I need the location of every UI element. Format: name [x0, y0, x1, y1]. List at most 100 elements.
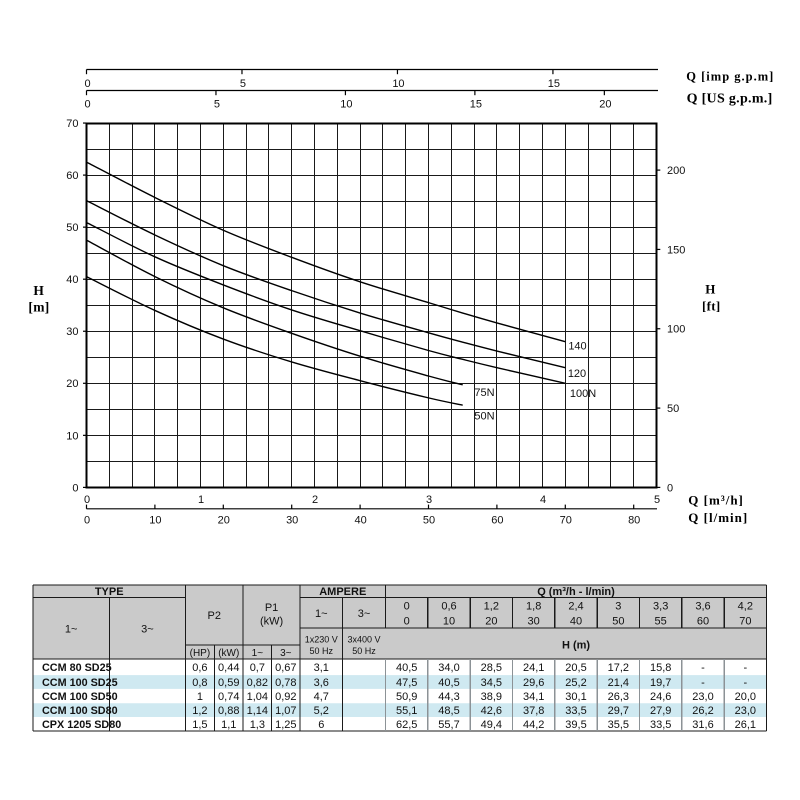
svg-text:100: 100 [667, 324, 685, 336]
svg-text:-: - [743, 677, 747, 689]
svg-text:23,0: 23,0 [735, 705, 756, 717]
svg-text:6: 6 [318, 719, 324, 731]
svg-text:70: 70 [739, 615, 751, 627]
svg-text:3,6: 3,6 [695, 601, 710, 613]
svg-text:40: 40 [66, 274, 78, 286]
svg-text:0,78: 0,78 [275, 677, 296, 689]
svg-text:15: 15 [548, 78, 560, 90]
svg-text:1,2: 1,2 [192, 705, 207, 717]
svg-text:4,2: 4,2 [738, 601, 753, 613]
svg-text:10: 10 [392, 78, 404, 90]
svg-text:AMPERE: AMPERE [319, 586, 366, 598]
svg-text:60: 60 [491, 515, 503, 527]
svg-text:55,7: 55,7 [438, 719, 459, 731]
svg-text:4,7: 4,7 [314, 691, 329, 703]
svg-text:CCM 100 SD80: CCM 100 SD80 [42, 705, 118, 717]
svg-text:0: 0 [84, 494, 90, 506]
svg-text:60: 60 [697, 615, 709, 627]
svg-text:1~: 1~ [252, 648, 264, 659]
svg-text:-: - [701, 677, 705, 689]
svg-text:(kW): (kW) [218, 648, 239, 659]
svg-text:0,92: 0,92 [275, 691, 296, 703]
svg-text:15,8: 15,8 [650, 662, 671, 674]
svg-text:34,1: 34,1 [523, 691, 544, 703]
svg-text:3~: 3~ [358, 608, 371, 620]
svg-text:26,1: 26,1 [735, 719, 756, 731]
svg-text:140: 140 [568, 340, 586, 352]
svg-text:33,5: 33,5 [565, 705, 586, 717]
svg-text:27,9: 27,9 [650, 705, 671, 717]
svg-text:25,2: 25,2 [565, 677, 586, 689]
svg-text:1x230 V: 1x230 V [305, 635, 338, 645]
svg-text:CCM 100 SD25: CCM 100 SD25 [42, 677, 118, 689]
svg-text:48,5: 48,5 [438, 705, 459, 717]
svg-text:100N: 100N [570, 388, 596, 400]
svg-text:0,74: 0,74 [218, 691, 239, 703]
svg-text:33,5: 33,5 [650, 719, 671, 731]
svg-text:23,0: 23,0 [692, 691, 713, 703]
svg-text:20,0: 20,0 [735, 691, 756, 703]
svg-text:38,9: 38,9 [481, 691, 502, 703]
svg-text:30,1: 30,1 [565, 691, 586, 703]
svg-text:4: 4 [540, 494, 546, 506]
svg-text:20: 20 [218, 515, 230, 527]
svg-text:-: - [743, 662, 747, 674]
svg-text:50,9: 50,9 [396, 691, 417, 703]
svg-text:5: 5 [214, 99, 220, 111]
svg-text:0,59: 0,59 [218, 677, 239, 689]
svg-text:-: - [701, 662, 705, 674]
svg-text:50: 50 [423, 515, 435, 527]
svg-text:20: 20 [66, 378, 78, 390]
svg-text:1~: 1~ [65, 624, 78, 636]
svg-text:37,8: 37,8 [523, 705, 544, 717]
svg-text:44,2: 44,2 [523, 719, 544, 731]
svg-text:30: 30 [66, 326, 78, 338]
svg-text:2,4: 2,4 [568, 601, 583, 613]
svg-text:0: 0 [84, 99, 90, 111]
svg-text:H: H [705, 282, 715, 297]
svg-text:30: 30 [286, 515, 298, 527]
svg-text:19,7: 19,7 [650, 677, 671, 689]
svg-text:47,5: 47,5 [396, 677, 417, 689]
svg-text:(kW): (kW) [260, 616, 283, 628]
svg-text:CCM 80 SD25: CCM 80 SD25 [42, 662, 112, 674]
svg-text:0: 0 [72, 482, 78, 494]
svg-text:120: 120 [568, 368, 586, 380]
svg-text:Q [US g.p.m.]: Q [US g.p.m.] [687, 92, 773, 107]
svg-text:0,44: 0,44 [218, 662, 239, 674]
svg-text:Q [l/min]: Q [l/min] [688, 510, 748, 525]
svg-text:35,5: 35,5 [608, 719, 629, 731]
svg-text:42,6: 42,6 [481, 705, 502, 717]
svg-text:[m]: [m] [28, 300, 49, 315]
svg-text:1,3: 1,3 [250, 719, 265, 731]
svg-text:TYPE: TYPE [95, 586, 124, 598]
svg-text:10: 10 [66, 430, 78, 442]
svg-text:0,6: 0,6 [192, 662, 207, 674]
svg-text:10: 10 [149, 515, 161, 527]
svg-text:CCM 100 SD50: CCM 100 SD50 [42, 691, 118, 703]
svg-text:0,82: 0,82 [247, 677, 268, 689]
svg-text:3~: 3~ [141, 624, 154, 636]
svg-text:1,14: 1,14 [247, 705, 268, 717]
svg-text:0,88: 0,88 [218, 705, 239, 717]
svg-text:49,4: 49,4 [481, 719, 502, 731]
svg-text:3x400 V: 3x400 V [347, 635, 380, 645]
svg-text:50N: 50N [474, 411, 494, 423]
svg-text:17,2: 17,2 [608, 662, 629, 674]
svg-text:50 Hz: 50 Hz [352, 646, 376, 656]
svg-text:15: 15 [470, 99, 482, 111]
svg-text:P1: P1 [265, 602, 278, 614]
svg-text:1: 1 [197, 691, 203, 703]
svg-text:[ft]: [ft] [702, 299, 721, 314]
svg-text:1~: 1~ [315, 608, 328, 620]
svg-text:50: 50 [667, 403, 679, 415]
svg-text:34,5: 34,5 [481, 677, 502, 689]
svg-text:5: 5 [240, 78, 246, 90]
svg-text:0,6: 0,6 [441, 601, 456, 613]
svg-text:40,5: 40,5 [438, 677, 459, 689]
svg-text:55,1: 55,1 [396, 705, 417, 717]
svg-text:39,5: 39,5 [565, 719, 586, 731]
svg-text:1,25: 1,25 [275, 719, 296, 731]
svg-text:Q [imp g.p.m]: Q [imp g.p.m] [686, 69, 774, 83]
svg-text:5: 5 [654, 494, 660, 506]
